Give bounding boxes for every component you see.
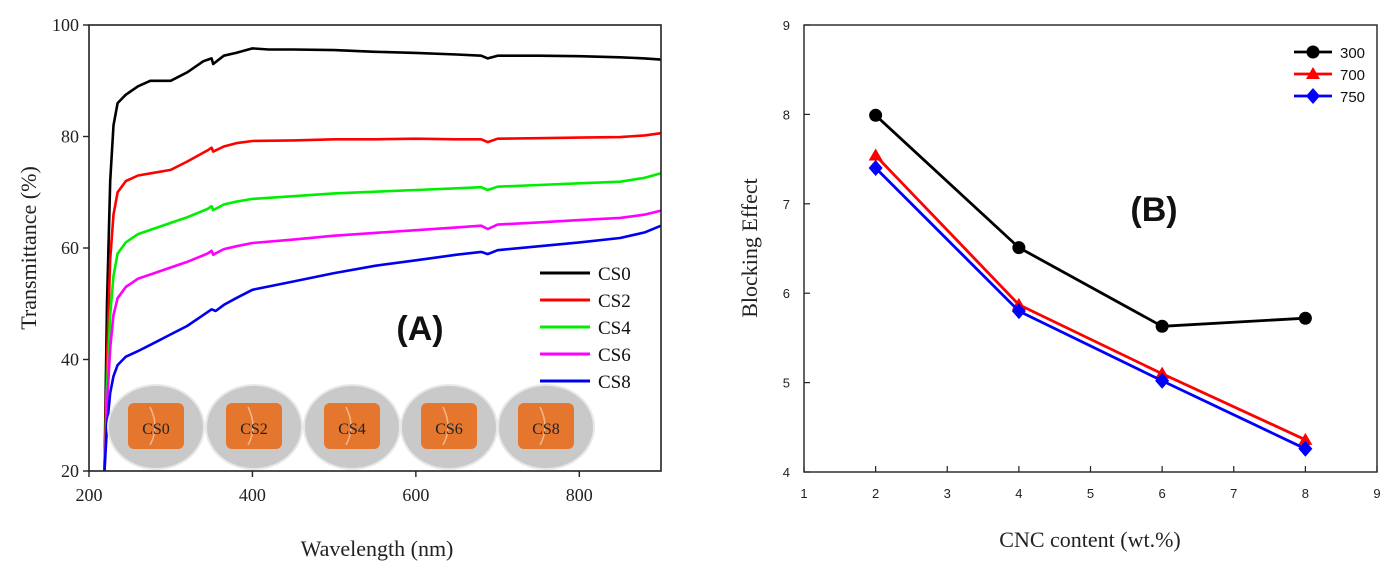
panel-b-legend: 300 700 750 [1294,45,1365,106]
sample-disk: CS0 [107,384,205,470]
sample-disk-pattern [247,406,254,446]
panel-a-x-tick-label: 600 [402,485,429,505]
sample-disk-pattern [345,406,352,446]
series-line-750 [874,167,1307,451]
series-line-cs0 [103,47,662,472]
legend-label-700: 700 [1340,67,1365,84]
panel-b-x-tick-label: 3 [944,486,951,501]
sample-disk-tile [226,403,282,449]
sample-photo-inset: CS0 CS2 CS4 CS6 CS8 [107,384,595,470]
data-point-750 [1298,440,1313,457]
data-point-750 [1011,303,1026,320]
legend-label-cs8: CS8 [598,372,631,393]
sample-disk-label: CS4 [338,421,366,438]
panel-b-plot-frame [803,24,1378,473]
panel-a-series [103,47,662,472]
legend-marker-700 [1306,67,1320,79]
panel-b-x-tick-label: 1 [800,486,807,501]
sample-disk-pattern [539,406,546,446]
panel-a-y-tick-label: 80 [61,127,79,147]
panel-a-x-tick-label: 800 [566,485,593,505]
panel-a-x-tick-label: 200 [76,485,103,505]
panel-b-y-tick-label: 4 [783,465,790,480]
sample-disk: CS8 [497,384,595,470]
sample-disk-label: CS0 [142,421,170,438]
data-point-700 [868,148,883,161]
data-point-300 [1155,319,1169,333]
series-line-cs2 [103,131,662,472]
panel-b-series [868,108,1313,457]
sample-disk-label: CS8 [532,421,560,438]
panel-b-x-tick-label: 5 [1087,486,1094,501]
legend-label-cs2: CS2 [598,291,631,312]
panel-b-x-tick-label: 4 [1015,486,1022,501]
panel-b: 1 2 3 4 5 6 7 8 9 4 5 6 7 8 9 300 700 750 (B) CNC conten… [737,18,1381,552]
sample-disk: CS4 [303,384,401,470]
panel-a-ticks: 200 400 600 800 20 40 60 80 100 [52,15,593,505]
panel-b-y-axis-label: Blocking Effect [737,178,762,318]
panel-b-x-tick-label: 7 [1230,486,1237,501]
panel-a-y-tick-label: 100 [52,15,79,35]
panel-a-x-axis-label: Wavelength (nm) [301,536,454,561]
data-point-700 [1155,366,1170,379]
legend-marker-750 [1306,88,1320,104]
sample-disk-tile [518,403,574,449]
sample-disk-tile [421,403,477,449]
legend-label-cs6: CS6 [598,345,631,366]
sample-disk: CS2 [205,384,303,470]
panel-a-label: (A) [396,310,443,348]
panel-b-y-tick-label: 9 [783,18,790,33]
panel-b-label: (B) [1130,191,1177,229]
panel-b-ticks: 1 2 3 4 5 6 7 8 9 4 5 6 7 8 9 [783,18,1381,501]
series-line-300 [874,114,1306,328]
data-point-700 [1298,432,1313,445]
legend-label-300: 300 [1340,45,1365,62]
legend-label-cs0: CS0 [598,264,631,285]
panel-a-x-tick-label: 400 [239,485,266,505]
legend-label-cs4: CS4 [598,318,631,339]
panel-b-x-tick-label: 9 [1373,486,1380,501]
data-point-750 [868,160,883,177]
panel-a-y-tick-label: 20 [61,461,79,481]
sample-disk: CS6 [400,384,498,470]
data-point-750 [1155,372,1170,389]
legend-marker-300 [1306,45,1320,59]
panel-b-x-tick-label: 6 [1159,486,1166,501]
panel-a-plot-frame [88,24,662,472]
sample-disk-tile [324,403,380,449]
sample-disk-label: CS2 [240,421,268,438]
series-line-cs6 [103,209,662,472]
panel-b-y-tick-label: 5 [783,376,790,391]
panel-b-y-tick-label: 8 [783,107,790,122]
data-point-300 [1012,241,1026,255]
legend-label-750: 750 [1340,89,1365,106]
sample-disk-tile [128,403,184,449]
panel-b-y-tick-label: 6 [783,286,790,301]
sample-disk-pattern [442,406,449,446]
sample-disk-pattern [149,406,156,446]
data-point-300 [1298,311,1312,325]
panel-a-y-axis-label: Transmittance (%) [16,166,41,330]
series-line-700 [874,154,1306,442]
panel-a-y-tick-label: 60 [61,238,79,258]
sample-disk-label: CS6 [435,421,463,438]
panel-a-y-tick-label: 40 [61,350,79,370]
panel-b-x-axis-label: CNC content (wt.%) [999,527,1180,552]
data-point-300 [869,108,883,122]
panel-b-x-tick-label: 2 [872,486,879,501]
panel-b-x-tick-label: 8 [1302,486,1309,501]
panel-b-y-tick-label: 7 [783,197,790,212]
series-line-cs4 [103,172,662,472]
series-line-cs8 [103,224,662,472]
panel-a-legend: CS0 CS2 CS4 CS6 CS8 [540,264,631,393]
